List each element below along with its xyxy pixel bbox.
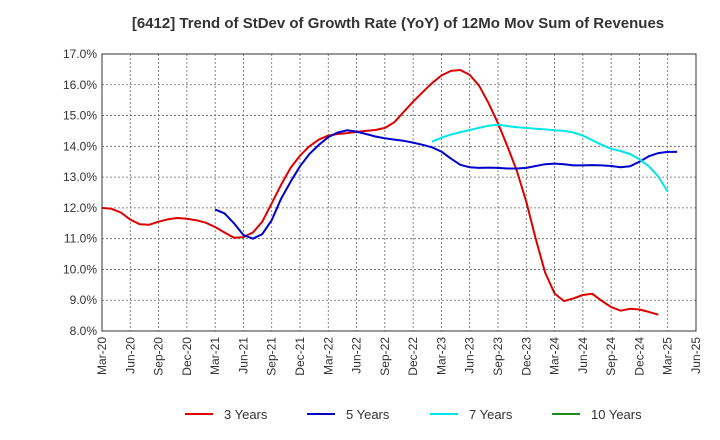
x-tick-label: Mar-21 (208, 337, 222, 375)
series-line-3-years (101, 69, 659, 316)
x-tick-label: Mar-24 (548, 337, 562, 375)
x-tick-label: Sep-23 (491, 337, 505, 376)
axes: 8.0% 9.0% 10.0% 11.0% 12.0% 13.0% 14.0% 15.0% 16… (63, 47, 703, 376)
series-line-5-years (214, 129, 678, 240)
x-tick-label: Dec-22 (406, 337, 420, 376)
x-tick-label: Dec-23 (519, 337, 533, 376)
legend-label-5-years: 5 Years (346, 407, 390, 422)
x-tick-label: Jun-20 (123, 337, 137, 374)
grid (101, 53, 697, 332)
series (101, 69, 678, 316)
y-tick-label: 12.0% (63, 201, 97, 215)
y-tick-label: 11.0% (64, 232, 97, 246)
x-tick-label: Mar-20 (95, 337, 109, 375)
x-tick-label: Sep-22 (378, 337, 392, 376)
x-tick-label: Mar-23 (434, 337, 448, 375)
legend-label-10-years: 10 Years (591, 407, 642, 422)
x-tick-label: Sep-20 (152, 337, 166, 376)
legend-label-7-years: 7 Years (469, 407, 513, 422)
y-tick-label: 13.0% (63, 170, 97, 184)
y-tick-label: 15.0% (63, 109, 97, 123)
y-tick-label: 10.0% (63, 262, 97, 276)
x-tick-label: Mar-22 (321, 337, 335, 375)
x-tick-label: Jun-23 (463, 337, 477, 374)
y-tick-label: 16.0% (63, 78, 97, 92)
y-tick-label: 8.0% (70, 324, 98, 338)
y-tick-label: 17.0% (63, 47, 97, 61)
x-tick-label: Dec-21 (293, 337, 307, 376)
series-line-7-years (431, 123, 669, 193)
x-tick-label: Sep-24 (604, 337, 618, 376)
y-tick-label: 14.0% (63, 139, 97, 153)
x-tick-label: Jun-21 (236, 337, 250, 374)
legend-label-3-years: 3 Years (224, 407, 268, 422)
x-tick-label: Dec-24 (632, 337, 646, 376)
plot-frame (101, 53, 697, 332)
x-tick-label: Jun-24 (576, 337, 590, 374)
legend: 3 Years 5 Years 7 Years 10 Years (185, 407, 642, 422)
chart-title: [6412] Trend of StDev of Growth Rate (Yo… (132, 15, 664, 32)
y-tick-label: 9.0% (70, 293, 98, 307)
x-tick-label: Mar-25 (661, 337, 675, 375)
x-tick-label: Jun-25 (689, 337, 703, 374)
x-tick-label: Jun-22 (350, 337, 364, 374)
x-tick-label: Sep-21 (265, 337, 279, 376)
x-tick-label: Dec-20 (180, 337, 194, 376)
